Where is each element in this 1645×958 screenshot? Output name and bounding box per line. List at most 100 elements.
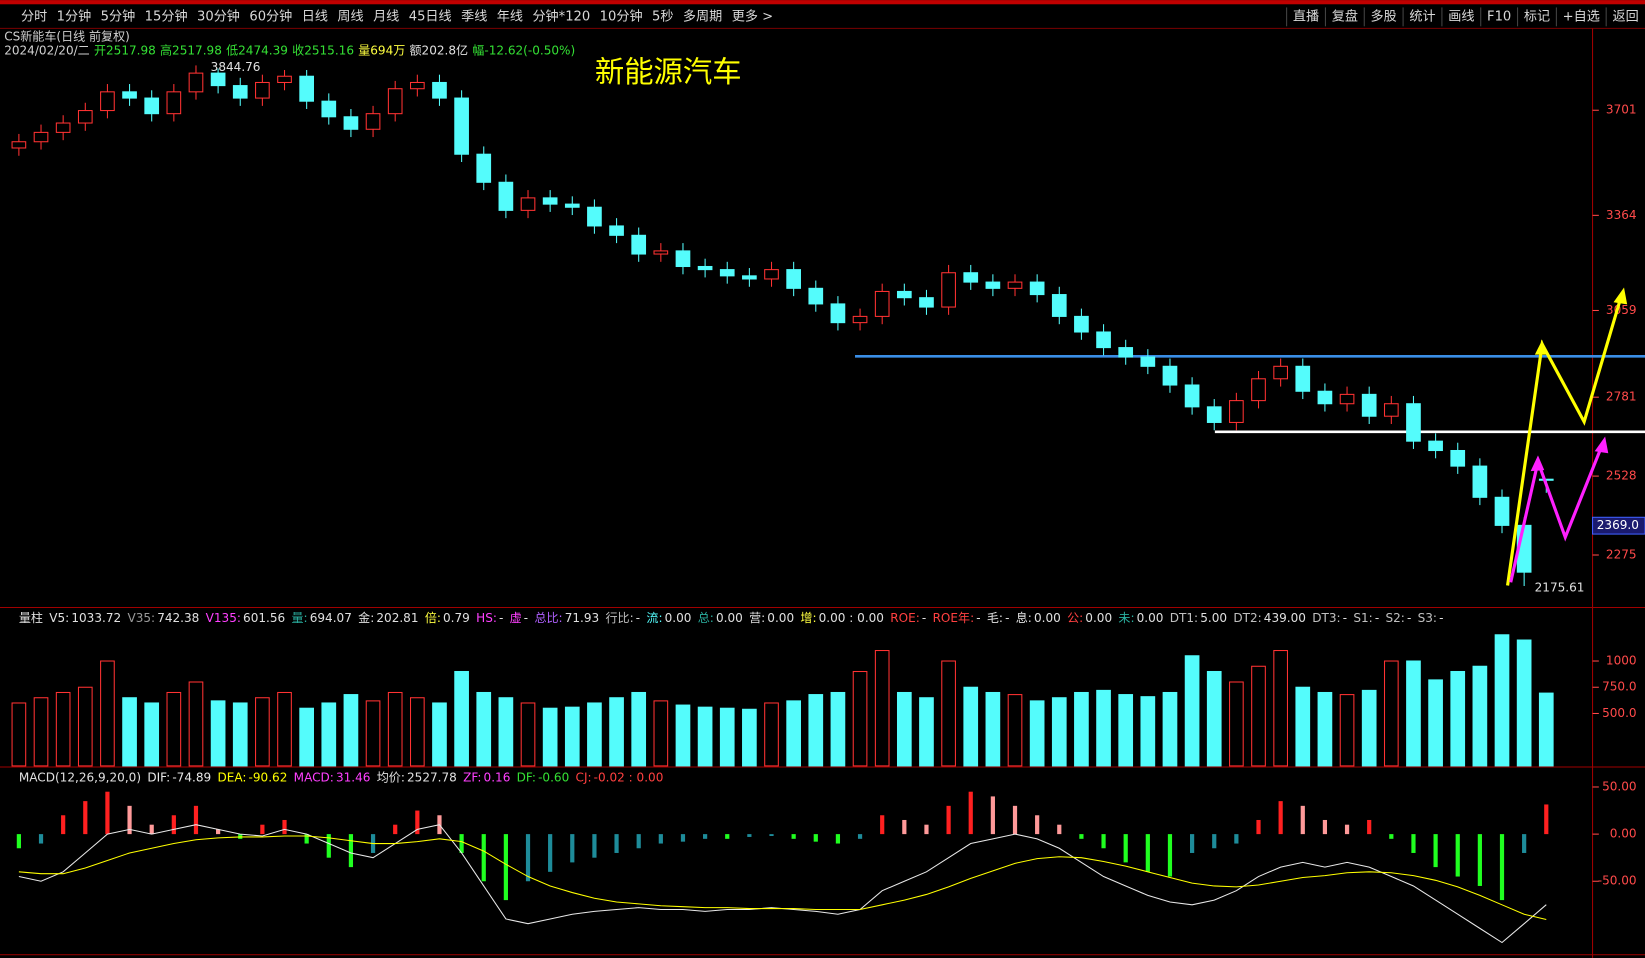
info-label: 营: bbox=[749, 611, 765, 625]
volume-bar bbox=[1251, 665, 1266, 767]
annotation: 新能源汽车 bbox=[595, 55, 742, 89]
info-label: S1: bbox=[1353, 611, 1372, 625]
period-tab[interactable]: 季线 bbox=[461, 8, 487, 24]
period-tab[interactable]: 日线 bbox=[302, 8, 328, 24]
high-label: 3844.76 bbox=[211, 60, 261, 74]
info-label: 毛: bbox=[987, 611, 1003, 625]
candle-body bbox=[808, 287, 824, 305]
period-tab[interactable]: 15分钟 bbox=[145, 7, 188, 24]
panel-title: MACD(12,26,9,20,0) bbox=[19, 770, 141, 784]
panel-title: 量柱 bbox=[19, 610, 43, 625]
candle-body bbox=[454, 97, 469, 155]
macd-bar bbox=[459, 834, 464, 853]
arrow-head bbox=[1613, 287, 1628, 305]
candle-body bbox=[542, 197, 558, 205]
candle-body bbox=[498, 181, 514, 211]
candle-body bbox=[1339, 393, 1355, 405]
macd-bar bbox=[481, 834, 486, 882]
candle-body bbox=[1273, 365, 1288, 380]
info-volume: 量694万 bbox=[358, 43, 405, 57]
volume-bar bbox=[210, 700, 226, 767]
info-label: 收 bbox=[292, 43, 304, 57]
candle-body bbox=[77, 110, 93, 124]
info-value: 71.93 bbox=[565, 611, 600, 625]
info-value: 0.16 bbox=[484, 770, 511, 784]
candle-body bbox=[1317, 390, 1333, 405]
tool-button[interactable]: F10 bbox=[1487, 9, 1511, 24]
period-tab[interactable]: 45日线 bbox=[409, 8, 452, 24]
info-label: S2: bbox=[1385, 611, 1404, 625]
candle-body bbox=[1184, 384, 1200, 408]
candle-body bbox=[609, 225, 624, 236]
info-value: - bbox=[1439, 611, 1443, 625]
period-tab[interactable]: 60分钟 bbox=[249, 7, 292, 24]
info-value: - bbox=[524, 611, 528, 625]
info-label: DT3: bbox=[1312, 611, 1340, 625]
candle-body bbox=[1251, 378, 1266, 402]
period-tab[interactable]: 周线 bbox=[337, 8, 363, 24]
info-label: 量: bbox=[291, 611, 307, 625]
candle-body bbox=[697, 265, 713, 271]
volume-bar bbox=[277, 691, 292, 767]
period-tab[interactable]: 5秒 bbox=[652, 8, 673, 24]
tool-button[interactable]: 画线 bbox=[1448, 8, 1474, 24]
macd-bar bbox=[570, 834, 575, 863]
macd-bar bbox=[1035, 815, 1040, 835]
candle-body bbox=[1472, 465, 1488, 498]
candle-body bbox=[321, 100, 337, 118]
period-tab[interactable]: 更多 > bbox=[732, 7, 773, 24]
legend-label: DIF: bbox=[147, 770, 170, 784]
volume-bar bbox=[1494, 634, 1510, 767]
tool-button[interactable]: 复盘 bbox=[1332, 7, 1358, 24]
info-label: 流: bbox=[646, 611, 662, 625]
volume-bar bbox=[896, 691, 912, 767]
macd-bar bbox=[348, 834, 354, 868]
period-tab[interactable]: 月线 bbox=[373, 8, 399, 24]
chart-title: CS新能车(日线 前复权) bbox=[4, 28, 130, 43]
info-value: 0.00 bbox=[1085, 611, 1112, 625]
tool-button[interactable]: 返回 bbox=[1612, 8, 1638, 24]
volume-bar bbox=[1339, 694, 1355, 767]
period-tab[interactable]: 1分钟 bbox=[57, 7, 92, 24]
volume-bar bbox=[941, 660, 956, 767]
period-tab[interactable]: 年线 bbox=[497, 8, 523, 24]
tool-button[interactable]: +自选 bbox=[1563, 8, 1600, 24]
period-tab[interactable]: 5分钟 bbox=[101, 7, 136, 24]
candle-body bbox=[719, 269, 735, 277]
candle-body bbox=[188, 72, 204, 93]
arrow-head bbox=[1594, 436, 1609, 454]
period-tab[interactable]: 多周期 bbox=[683, 7, 722, 24]
volume-bar bbox=[1118, 694, 1134, 767]
candle-body bbox=[387, 88, 403, 115]
period-tab[interactable]: 分时 bbox=[21, 8, 47, 24]
volume-bar bbox=[542, 707, 558, 767]
tool-button[interactable]: 统计 bbox=[1409, 8, 1435, 24]
macd-bar bbox=[1544, 804, 1549, 835]
tool-button[interactable]: 直播 bbox=[1293, 8, 1319, 24]
period-tab[interactable]: 10分钟 bbox=[600, 7, 643, 24]
candle-body bbox=[1162, 365, 1178, 386]
macd-bar bbox=[968, 791, 973, 835]
info-value: 0.00 bbox=[767, 611, 794, 625]
top-bar bbox=[0, 0, 1645, 5]
macd-bar bbox=[548, 834, 553, 872]
info-label: 总比: bbox=[534, 611, 562, 625]
macd-bar bbox=[525, 834, 531, 882]
tool-button[interactable]: 标记 bbox=[1524, 8, 1550, 24]
period-tab[interactable]: 分钟*120 bbox=[532, 7, 590, 24]
tool-button[interactable]: 多股 bbox=[1371, 7, 1397, 24]
candle-body bbox=[742, 275, 757, 280]
period-tab[interactable]: 30分钟 bbox=[197, 7, 240, 24]
info-value: - bbox=[976, 611, 980, 625]
candle-body bbox=[144, 97, 160, 115]
volume-bar bbox=[985, 691, 1001, 767]
arrow-head bbox=[1530, 455, 1545, 472]
candle-body bbox=[786, 269, 801, 289]
candle-body bbox=[409, 81, 425, 90]
info-value: 0.00 bbox=[665, 611, 692, 625]
volume-bar bbox=[77, 686, 93, 767]
candle-body bbox=[1051, 294, 1067, 317]
date: 2024/02/20/二 bbox=[4, 43, 90, 57]
volume-bar bbox=[498, 697, 514, 767]
candle-body bbox=[1406, 403, 1421, 442]
